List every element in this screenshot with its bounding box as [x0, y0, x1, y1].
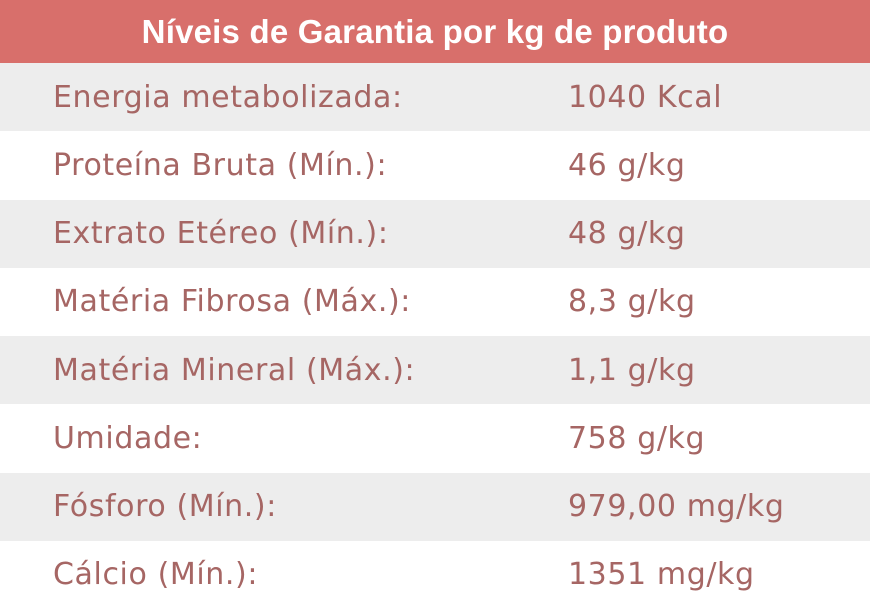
nutrient-label: Matéria Mineral (Máx.):: [53, 352, 416, 388]
nutrient-value: 979,00 mg/kg: [568, 489, 785, 525]
nutrient-label: Energia metabolizada:: [53, 79, 403, 115]
table-header: Níveis de Garantia por kg de produto: [0, 0, 870, 63]
nutrient-value: 8,3 g/kg: [568, 284, 696, 320]
nutrient-value: 1,1 g/kg: [568, 352, 696, 388]
nutrient-value: 48 g/kg: [568, 216, 686, 252]
nutrient-label: Matéria Fibrosa (Máx.):: [53, 284, 411, 320]
table-title: Níveis de Garantia por kg de produto: [141, 12, 729, 50]
nutrient-value: 758 g/kg: [568, 420, 706, 456]
table-row: Energia metabolizada: 1040 Kcal: [0, 63, 870, 132]
table-row: Fósforo (Mín.): 979,00 mg/kg: [0, 472, 870, 541]
nutrient-label: Proteína Bruta (Mín.):: [53, 147, 388, 183]
nutrient-label: Cálcio (Mín.):: [53, 557, 259, 593]
nutrient-value: 1040 Kcal: [568, 79, 723, 115]
table-row: Cálcio (Mín.): 1351 mg/kg: [0, 540, 870, 609]
table-row: Extrato Etéreo (Mín.): 48 g/kg: [0, 199, 870, 268]
nutrient-value: 1351 mg/kg: [568, 557, 755, 593]
nutrient-value: 46 g/kg: [568, 147, 686, 183]
table-row: Matéria Mineral (Máx.): 1,1 g/kg: [0, 336, 870, 405]
table-row: Proteína Bruta (Mín.): 46 g/kg: [0, 131, 870, 200]
nutrient-label: Extrato Etéreo (Mín.):: [53, 216, 389, 252]
nutrient-label: Fósforo (Mín.):: [53, 489, 277, 525]
table-row: Matéria Fibrosa (Máx.): 8,3 g/kg: [0, 267, 870, 336]
table-body: Energia metabolizada: 1040 Kcal Proteína…: [0, 63, 870, 609]
nutrient-label: Umidade:: [53, 420, 203, 456]
table-row: Umidade: 758 g/kg: [0, 404, 870, 473]
